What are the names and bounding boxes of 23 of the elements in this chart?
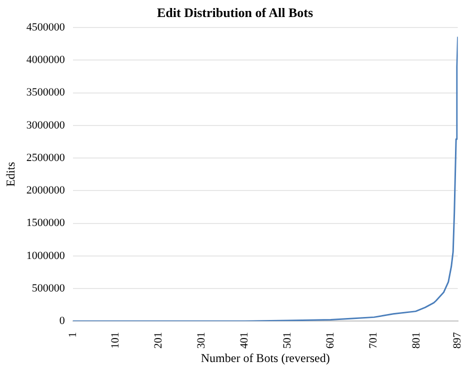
x-tick-label: 897 xyxy=(452,332,464,349)
x-tick-label: 101 xyxy=(110,332,122,349)
x-tick-label: 401 xyxy=(238,332,251,349)
y-tick-label: 2500000 xyxy=(26,152,66,164)
y-tick-label: 4500000 xyxy=(26,21,66,34)
y-tick-label: 2000000 xyxy=(26,184,66,197)
y-tick-label: 4000000 xyxy=(26,54,66,66)
x-tick-label: 801 xyxy=(410,332,422,349)
x-tick-label: 1 xyxy=(66,332,79,338)
y-tick-label: 1000000 xyxy=(26,250,66,262)
x-axis-title: Number of Bots (reversed) xyxy=(200,350,330,365)
y-tick-label: 500000 xyxy=(32,282,66,294)
x-tick-label: 201 xyxy=(152,332,165,349)
chart-title: Edit Distribution of All Bots xyxy=(156,5,314,20)
x-tick-label: 601 xyxy=(324,332,337,349)
x-tick-label: 501 xyxy=(282,332,294,349)
y-tick-label: 3000000 xyxy=(26,119,66,132)
y-tick-label: 3500000 xyxy=(26,86,66,99)
y-tick-label: 0 xyxy=(59,314,66,327)
y-axis-title: Edits xyxy=(3,162,18,187)
x-tick-label: 701 xyxy=(367,332,380,349)
x-tick-label: 301 xyxy=(196,332,208,349)
y-tick-label: 1500000 xyxy=(26,217,66,230)
